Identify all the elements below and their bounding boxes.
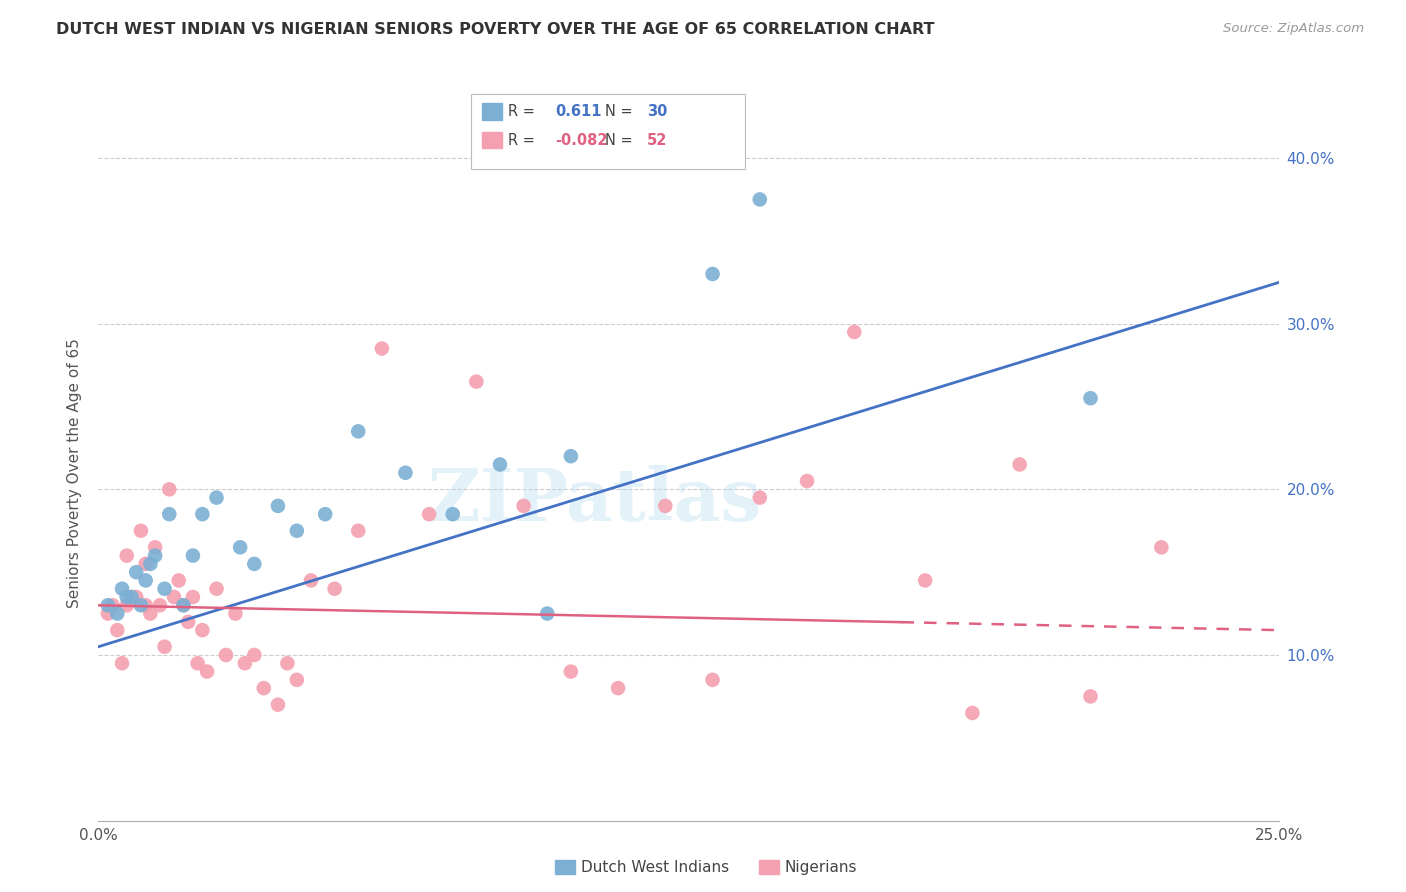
Point (323, 582, 346, 596)
Point (167, 574, 190, 588)
Text: Source: ZipAtlas.com: Source: ZipAtlas.com (1223, 22, 1364, 36)
Point (121, 590, 143, 604)
Point (105, 623, 128, 637)
Point (135, 599, 157, 613)
Point (195, 665, 218, 679)
Text: Nigerians: Nigerians (785, 860, 858, 874)
Point (172, 599, 194, 613)
Point (243, 557, 266, 571)
Point (129, 599, 152, 613)
Point (111, 657, 134, 671)
Point (187, 657, 209, 671)
Point (243, 648, 266, 662)
Point (153, 640, 176, 654)
Text: R =: R = (508, 133, 534, 147)
Point (267, 499, 290, 513)
Point (139, 557, 162, 571)
Point (135, 557, 157, 571)
Point (253, 681, 276, 695)
Point (143, 549, 166, 563)
Point (702, 673, 724, 687)
Point (536, 607, 558, 621)
Text: 30: 30 (647, 104, 666, 119)
Point (654, 499, 676, 513)
Text: 52: 52 (647, 133, 666, 147)
Point (512, 499, 534, 513)
Point (157, 483, 180, 497)
Point (844, 325, 866, 339)
Point (181, 549, 204, 563)
Point (748, 193, 770, 207)
Point (233, 657, 256, 671)
Point (135, 574, 157, 588)
Point (157, 507, 180, 521)
Point (181, 590, 204, 604)
Point (560, 449, 582, 463)
Point (796, 474, 818, 488)
Point (205, 582, 228, 596)
Point (215, 648, 238, 662)
Point (125, 565, 148, 579)
Point (347, 524, 370, 538)
Point (229, 541, 252, 555)
Point (748, 491, 770, 505)
Point (143, 541, 166, 555)
Point (394, 466, 416, 480)
Point (276, 657, 298, 671)
Point (314, 507, 336, 521)
Point (149, 599, 172, 613)
Point (347, 425, 370, 439)
Point (267, 698, 290, 712)
Point (224, 607, 246, 621)
Point (191, 507, 214, 521)
Text: ZIPatlas: ZIPatlas (427, 465, 762, 536)
Text: 0.611: 0.611 (555, 104, 602, 119)
Point (139, 607, 162, 621)
Point (1150, 541, 1173, 555)
Text: -0.082: -0.082 (555, 133, 607, 147)
Point (125, 590, 148, 604)
Point (285, 673, 308, 687)
Point (1080, 391, 1102, 405)
Point (101, 599, 124, 613)
Point (191, 623, 214, 637)
Point (914, 574, 936, 588)
Point (97, 599, 120, 613)
Y-axis label: Seniors Poverty Over the Age of 65: Seniors Poverty Over the Age of 65 (67, 338, 83, 607)
Point (115, 599, 138, 613)
Point (111, 582, 134, 596)
Point (205, 491, 228, 505)
Point (129, 524, 152, 538)
Point (1080, 690, 1102, 704)
Text: N =: N = (605, 104, 633, 119)
Point (163, 590, 186, 604)
Point (418, 507, 440, 521)
Point (115, 549, 138, 563)
Point (1008, 458, 1031, 472)
Point (121, 590, 143, 604)
Text: R =: R = (508, 104, 534, 119)
Point (105, 607, 128, 621)
Point (115, 590, 138, 604)
Point (177, 615, 200, 629)
Text: DUTCH WEST INDIAN VS NIGERIAN SENIORS POVERTY OVER THE AGE OF 65 CORRELATION CHA: DUTCH WEST INDIAN VS NIGERIAN SENIORS PO… (56, 22, 935, 37)
Point (153, 582, 176, 596)
Point (560, 665, 582, 679)
Text: N =: N = (605, 133, 633, 147)
Point (702, 267, 724, 281)
Point (441, 507, 464, 521)
Point (962, 706, 984, 720)
Point (285, 524, 308, 538)
Point (172, 599, 194, 613)
Text: Dutch West Indians: Dutch West Indians (581, 860, 728, 874)
Point (299, 574, 322, 588)
Point (97, 607, 120, 621)
Point (607, 681, 630, 695)
Point (489, 458, 512, 472)
Point (371, 342, 394, 356)
Point (465, 375, 488, 389)
